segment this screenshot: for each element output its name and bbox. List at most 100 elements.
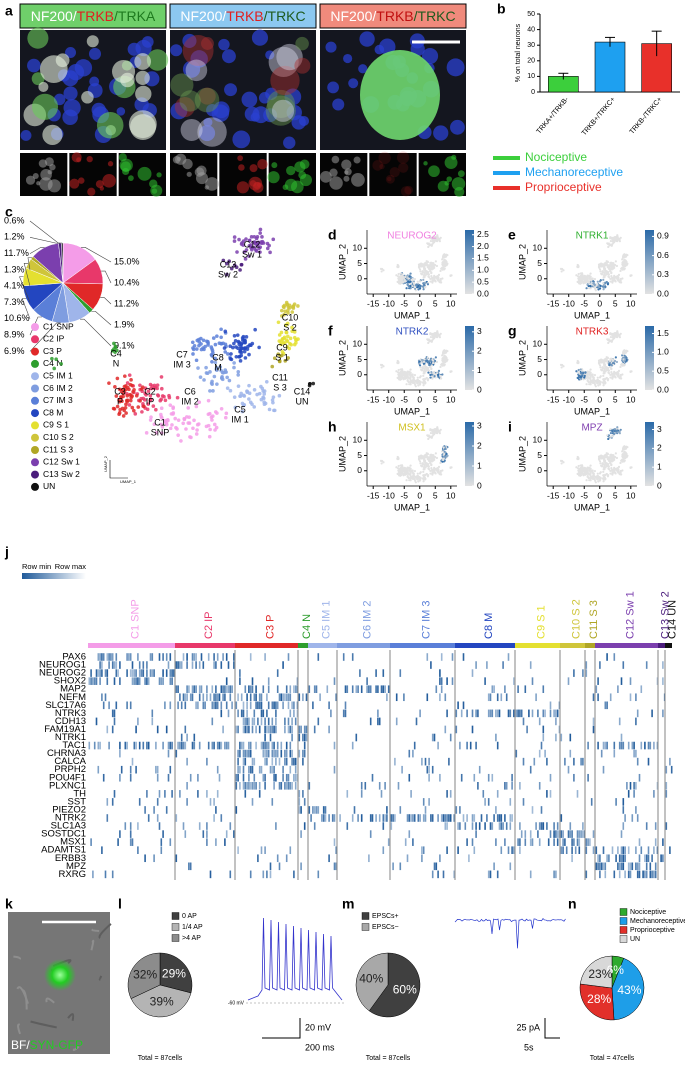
cell-point xyxy=(598,264,600,266)
heatmap-cell xyxy=(343,653,345,661)
x-tick-label: TRKB+/TRKC+ xyxy=(581,96,617,137)
heatmap-cell xyxy=(379,718,381,726)
cell-point xyxy=(419,364,421,366)
x-axis-label: UMAP_1 xyxy=(574,406,610,416)
cell-point xyxy=(222,371,226,375)
heatmap-cell xyxy=(130,822,132,830)
cell-point xyxy=(429,280,431,282)
heatmap-cell xyxy=(177,742,179,750)
y-tick-label: 0 xyxy=(357,369,362,379)
heatmap-cell xyxy=(539,718,541,726)
panel-label: d xyxy=(328,227,337,243)
heatmap-cell xyxy=(306,693,308,701)
x-tick-label: -5 xyxy=(580,394,588,404)
neuron xyxy=(27,28,48,49)
heatmap-cell xyxy=(264,758,266,766)
heatmap-cell xyxy=(139,669,141,677)
cell-point xyxy=(419,460,421,462)
cell-point xyxy=(599,366,601,368)
cell-point xyxy=(426,369,428,371)
heatmap-cell xyxy=(241,710,243,718)
heatmap-cell xyxy=(171,669,173,677)
heatmap-cell xyxy=(266,750,268,758)
heatmap-cell xyxy=(299,693,301,701)
cell-point xyxy=(620,473,622,475)
header-part: /TRKC xyxy=(264,8,306,24)
y-tick-label: 10 xyxy=(533,435,543,445)
heatmap-cell xyxy=(257,718,259,726)
heatmap-cell xyxy=(309,685,311,693)
cell-point xyxy=(602,288,604,290)
heatmap-cell xyxy=(302,693,304,701)
cell-point xyxy=(618,431,620,433)
heatmap-cell xyxy=(108,653,110,661)
heatmap-cell xyxy=(403,693,405,701)
heatmap-cell xyxy=(623,661,625,669)
y-tick-label: 5 xyxy=(537,354,542,364)
neuron xyxy=(42,125,62,145)
cell-point xyxy=(623,446,625,448)
cell-point xyxy=(200,348,204,352)
heatmap-cell xyxy=(312,702,314,710)
heatmap-cell xyxy=(268,750,270,758)
channel-signal xyxy=(78,177,84,183)
heatmap-cell xyxy=(210,693,212,701)
heatmap-cell xyxy=(179,742,181,750)
heatmap-cell xyxy=(295,782,297,790)
heatmap-cell xyxy=(316,685,318,693)
cell-point xyxy=(132,409,136,413)
colorbar xyxy=(465,230,474,294)
cell-point xyxy=(226,352,230,356)
x-tick-label: 0 xyxy=(417,394,422,404)
heatmap-cell xyxy=(484,798,486,806)
cell-point xyxy=(131,406,135,410)
heatmap-cell xyxy=(318,653,320,661)
cell-point xyxy=(431,374,433,376)
heatmap-cell xyxy=(135,669,137,677)
cell-point xyxy=(263,389,267,393)
cell-point xyxy=(577,457,579,459)
cell-point xyxy=(431,268,433,270)
heatmap-cell xyxy=(108,702,110,710)
x-axis-label: UMAP_1 xyxy=(394,406,430,416)
heatmap-cell xyxy=(593,718,595,726)
cell-point xyxy=(145,431,149,435)
heatmap-cell xyxy=(281,750,283,758)
cell-point xyxy=(157,394,161,398)
cell-point xyxy=(621,277,623,279)
cell-point xyxy=(618,335,620,337)
cell-point xyxy=(236,333,240,337)
plot-title: NTRK2 xyxy=(396,327,429,338)
cell-point xyxy=(580,473,582,475)
channel-signal xyxy=(48,179,61,192)
heatmap-cell xyxy=(325,806,327,814)
colorbar-tick-label: 1 xyxy=(477,365,482,375)
cell-point xyxy=(177,418,181,422)
cell-point xyxy=(580,276,582,278)
cell-point xyxy=(413,475,415,477)
cell-point xyxy=(608,364,610,366)
cell-point xyxy=(211,389,215,393)
heatmap-cell xyxy=(239,750,241,758)
heatmap-cell xyxy=(92,677,94,685)
cell-point xyxy=(602,480,604,482)
heatmap-cell xyxy=(394,814,396,822)
heatmap-cell xyxy=(243,726,245,734)
heatmap-cell xyxy=(170,766,172,774)
cell-point xyxy=(604,282,606,284)
cell-point xyxy=(603,361,605,363)
cell-point xyxy=(610,371,612,373)
heatmap-cell xyxy=(386,806,388,814)
cell-point xyxy=(405,287,407,289)
heatmap-cell xyxy=(246,726,248,734)
heatmap-cell xyxy=(146,661,148,669)
cell-point xyxy=(603,476,605,478)
heatmap-cell xyxy=(354,806,356,814)
heatmap-cell xyxy=(546,758,548,766)
cell-point xyxy=(613,467,615,469)
heatmap-cell xyxy=(418,814,420,822)
cell-point xyxy=(596,475,598,477)
heatmap-cell xyxy=(633,790,635,798)
cell-point xyxy=(233,235,237,239)
